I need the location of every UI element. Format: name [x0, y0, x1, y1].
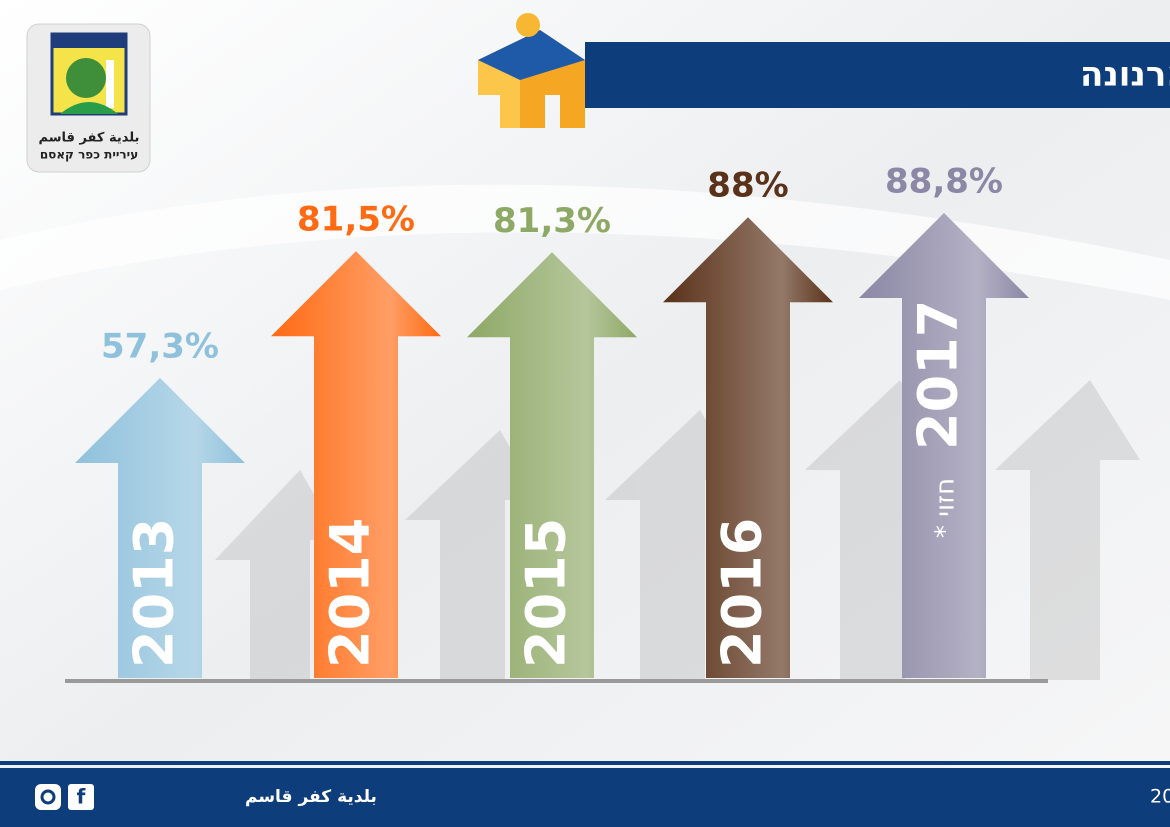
chart-title: אחוז גביה מארנונה [1080, 55, 1170, 95]
value-label: 81,3% [493, 201, 611, 241]
footer-org: بلدية كفر قاسم [245, 787, 377, 807]
category-label: 2016 [711, 518, 774, 668]
footer-line [0, 761, 1170, 765]
instagram-icon[interactable] [35, 784, 61, 810]
footer-band [0, 768, 1170, 827]
category-label: 2014 [319, 518, 382, 668]
logo-hebrew: עיריית כפר קאסם [40, 148, 138, 162]
logo-emblem [50, 32, 128, 116]
facebook-glyph[interactable]: f [77, 785, 86, 809]
instagram-glyph[interactable] [40, 789, 56, 805]
title-band [585, 42, 1170, 108]
category-label: 2017 [907, 300, 970, 450]
facebook-icon[interactable] [68, 784, 94, 810]
value-label: 88% [707, 166, 788, 206]
logo-arabic: بلدية كفر قاسم [39, 131, 140, 146]
value-label: 88,8% [885, 162, 1003, 202]
house-icon [478, 13, 585, 128]
value-label: 81,5% [297, 200, 415, 240]
category-label: 2013 [123, 518, 186, 668]
category-label: 2015 [515, 518, 578, 668]
category-note: חזוי * [931, 478, 961, 538]
footer-text: תקציב עיריית כפר קאסם 2017 [1150, 786, 1170, 808]
value-label: 57,3% [101, 326, 219, 366]
